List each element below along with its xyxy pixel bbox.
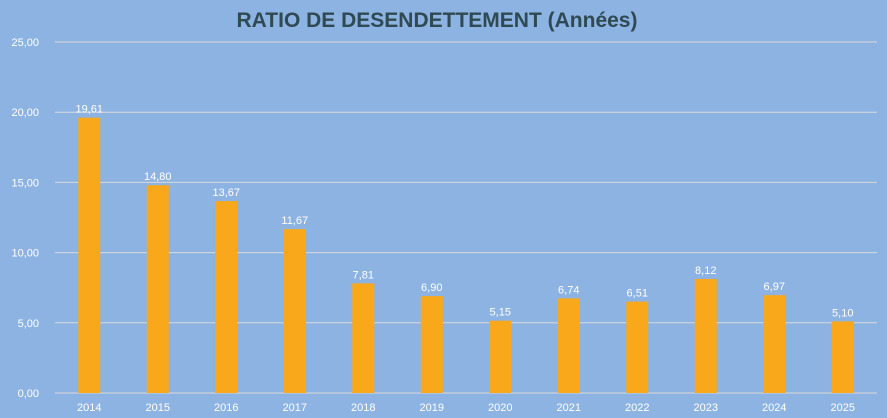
bar-2017 — [283, 229, 306, 393]
y-tick-label: 0,00 — [18, 388, 39, 400]
data-label: 14,80 — [144, 171, 172, 183]
data-label: 13,67 — [212, 187, 240, 199]
y-tick-label: 10,00 — [11, 248, 39, 260]
bar-2023 — [694, 278, 717, 393]
bar-2015 — [146, 185, 169, 393]
data-label: 7,81 — [353, 269, 374, 281]
x-tick-label: 2017 — [283, 402, 307, 414]
data-label: 5,15 — [490, 307, 511, 319]
data-label: 8,12 — [695, 265, 716, 277]
y-tick-label: 5,00 — [18, 318, 39, 330]
data-label: 6,51 — [627, 288, 648, 300]
data-label: 6,74 — [558, 284, 579, 296]
x-tick-label: 2022 — [625, 402, 649, 414]
data-label: 5,10 — [832, 307, 853, 319]
bar-2021 — [557, 298, 580, 393]
bar-2022 — [626, 301, 649, 393]
bar-2016 — [215, 201, 238, 393]
x-tick-label: 2019 — [420, 402, 444, 414]
bar-2019 — [420, 296, 443, 393]
x-tick-label: 2015 — [146, 402, 170, 414]
x-tick-label: 2024 — [762, 402, 786, 414]
y-tick-label: 25,00 — [11, 37, 39, 49]
x-tick-label: 2021 — [557, 402, 581, 414]
data-label: 19,61 — [75, 104, 103, 116]
data-label: 6,90 — [421, 282, 442, 294]
x-tick-label: 2018 — [351, 402, 375, 414]
y-tick-label: 15,00 — [11, 177, 39, 189]
x-tick-label: 2014 — [77, 402, 101, 414]
x-tick-label: 2020 — [488, 402, 512, 414]
data-label: 6,97 — [764, 281, 785, 293]
chart-title: RATIO DE DESENDETTEMENT (Années) — [237, 9, 638, 32]
y-tick-label: 20,00 — [11, 107, 39, 119]
bar-2020 — [489, 320, 512, 393]
data-label: 11,67 — [281, 215, 308, 227]
x-tick-label: 2025 — [831, 402, 855, 414]
bar-2018 — [352, 283, 375, 393]
x-tick-label: 2016 — [214, 402, 238, 414]
bar-2014 — [78, 117, 101, 393]
x-tick-label: 2023 — [694, 402, 718, 414]
bar-2024 — [763, 295, 786, 393]
bar-2025 — [831, 321, 854, 393]
